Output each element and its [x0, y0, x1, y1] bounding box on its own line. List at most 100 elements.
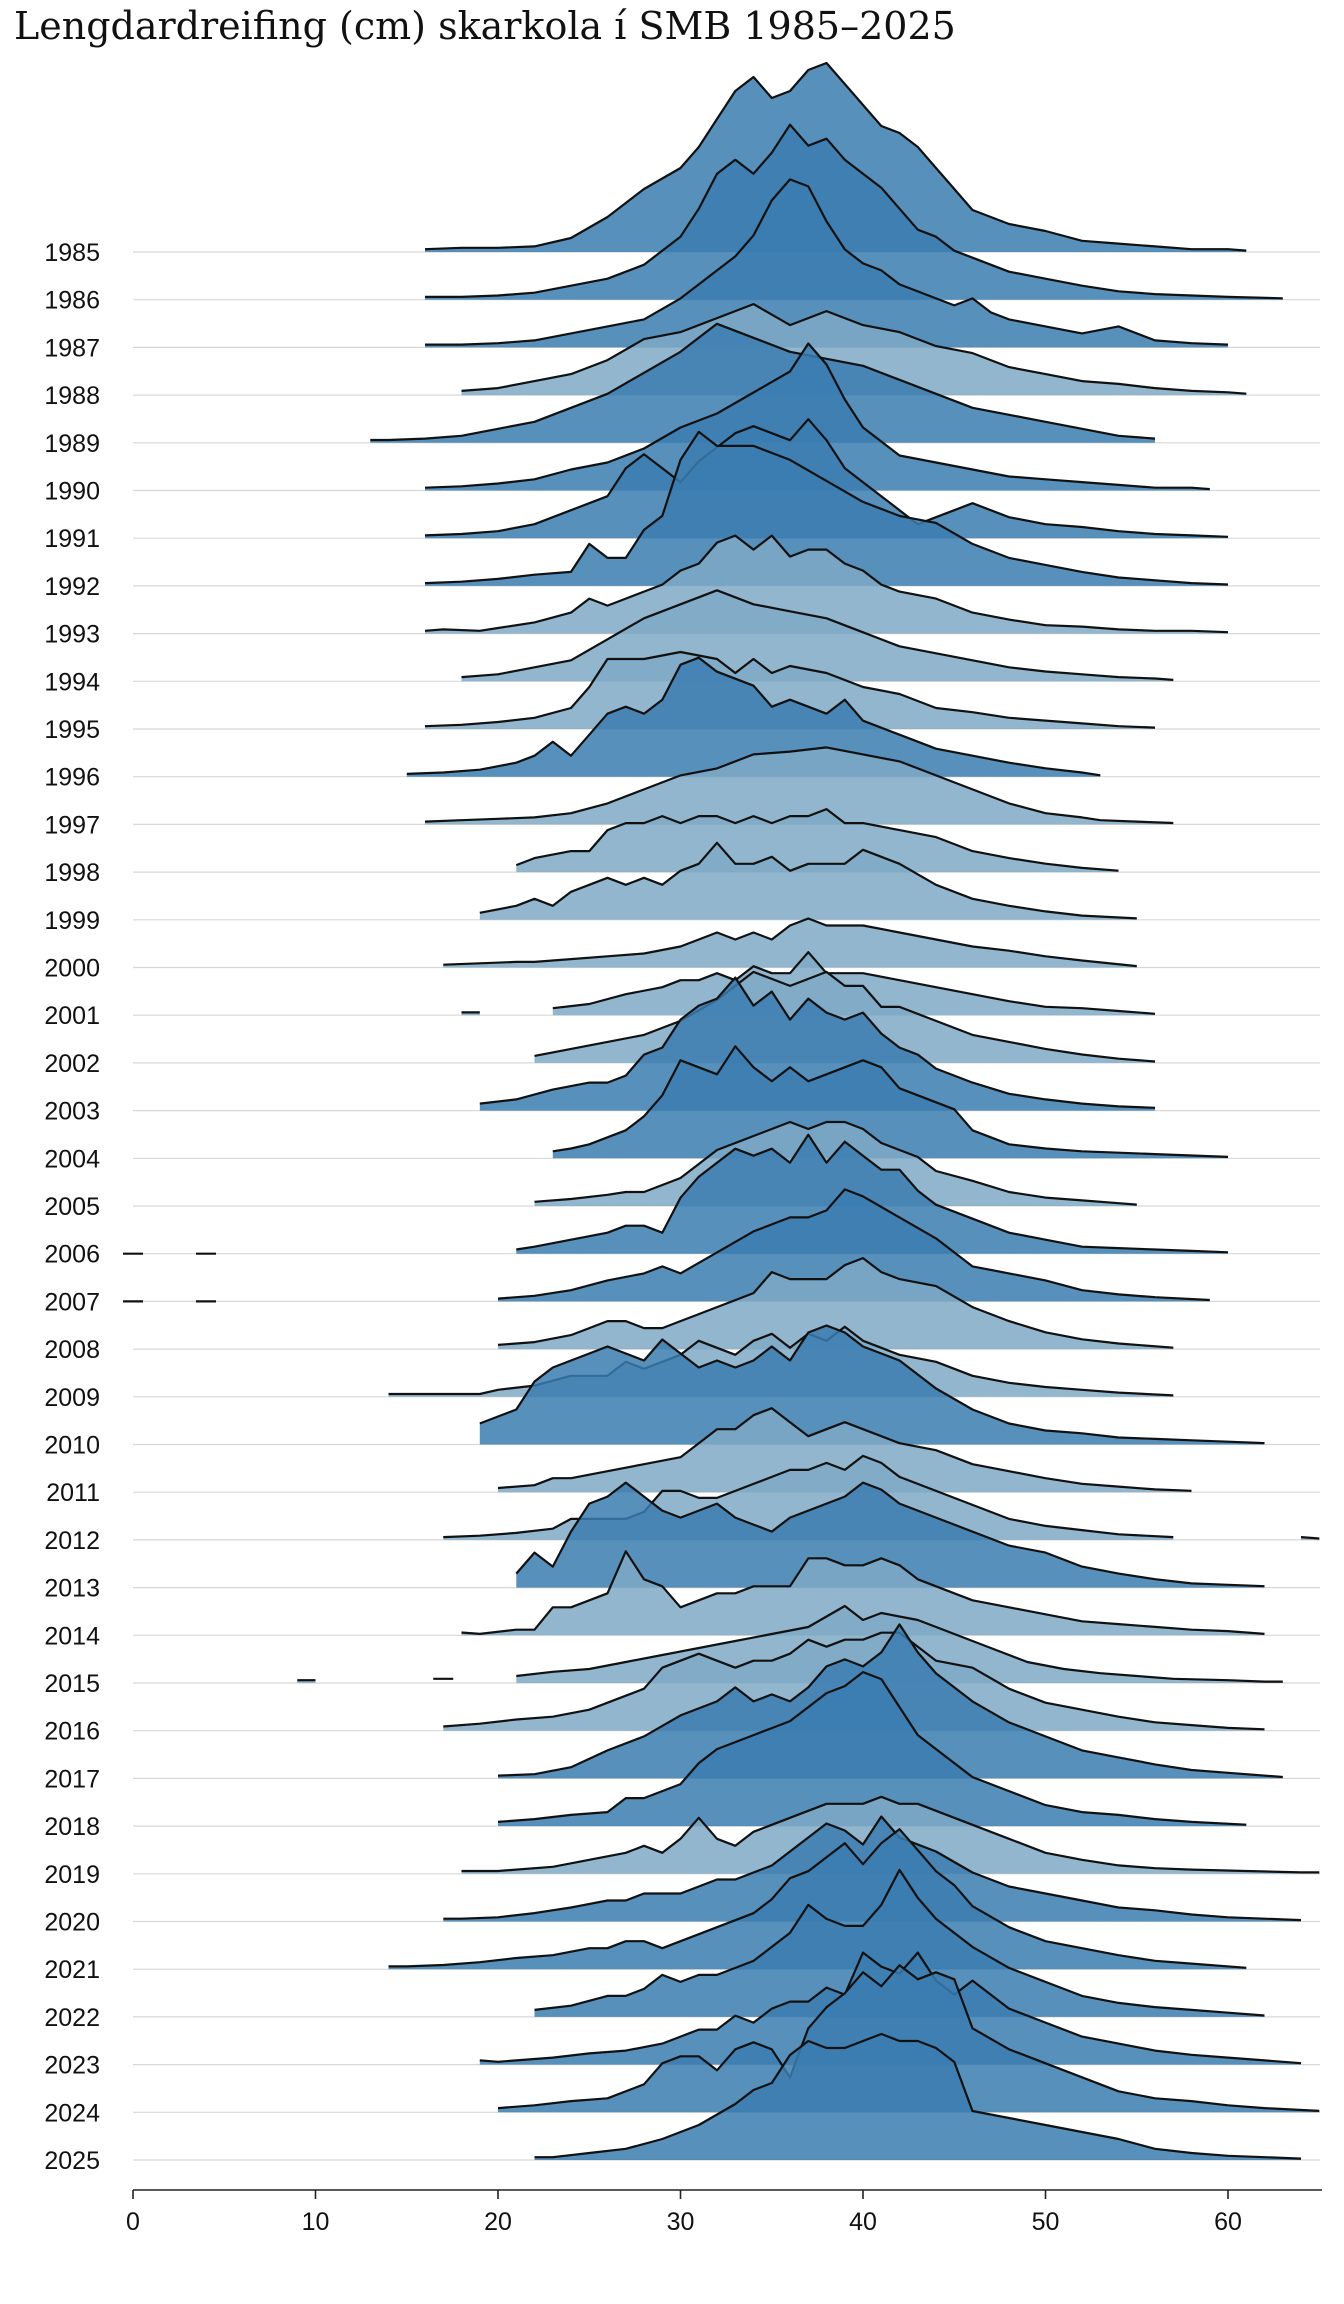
- ridge-line-2020-0: [443, 1815, 1302, 1922]
- ridge-line-2011-0: [497, 1407, 1192, 1492]
- year-label-2007: 2007: [44, 1288, 100, 1316]
- ridge-line-2023-0: [479, 1951, 1302, 2065]
- ridge-area-2003-0: [479, 977, 1155, 1111]
- year-label-2006: 2006: [44, 1241, 100, 1269]
- ridge-line-1990-0: [424, 342, 1210, 491]
- ridge-area-2013-0: [516, 1482, 1265, 1588]
- ridge-line-2024-0: [497, 1964, 1320, 2112]
- ridge-2013: [515, 1481, 1265, 1588]
- ridge-1987: [425, 178, 1229, 348]
- ridge-line-1998-0: [515, 808, 1119, 872]
- year-label-2010: 2010: [44, 1432, 100, 1460]
- x-axis: 0 10 20 30 40 50 60: [126, 2189, 1322, 2236]
- ridge-line-1994-0: [461, 589, 1174, 681]
- ridge-area-1993-0: [425, 535, 1228, 634]
- year-label-1998: 1998: [44, 859, 100, 887]
- ridge-line-2013-0: [515, 1481, 1265, 1588]
- ridge-2003: [479, 976, 1156, 1111]
- ridge-area-1990-0: [425, 343, 1210, 491]
- ridge-line-2010-0: [479, 1324, 1265, 1445]
- ridge-line-1999-0: [479, 841, 1137, 920]
- x-tick-label-50: 50: [1032, 2208, 1060, 2236]
- year-label-2017: 2017: [44, 1765, 100, 1793]
- x-tick-label-10: 10: [302, 2208, 330, 2236]
- year-label-2012: 2012: [44, 1527, 100, 1555]
- ridge-area-2010-0: [479, 1325, 1265, 1445]
- ridge-line-2016-0: [443, 1631, 1265, 1731]
- year-label-2008: 2008: [44, 1336, 100, 1364]
- ridge-2022: [534, 1868, 1265, 2017]
- year-label-2009: 2009: [44, 1384, 100, 1412]
- ridge-line-2025-0: [534, 2032, 1302, 2160]
- ridge-area-1996-0: [406, 657, 1101, 777]
- year-label-2020: 2020: [44, 1909, 100, 1937]
- ridge-area-2004-0: [552, 1046, 1228, 1159]
- ridge-line-1993-0: [424, 534, 1229, 634]
- ridge-line-1985-0: [424, 61, 1247, 252]
- year-label-2019: 2019: [44, 1861, 100, 1889]
- ridge-line-2022-0: [534, 1868, 1265, 2017]
- ridge-area-2018-0: [498, 1672, 1247, 1827]
- ridge-line-1988-0: [461, 303, 1247, 395]
- chart-title: Lengdardreifing (cm) skarkola í SMB 1985…: [14, 4, 956, 48]
- ridges: [123, 61, 1320, 2160]
- ridge-2018: [497, 1671, 1247, 1827]
- ridge-2011: [497, 1407, 1192, 1493]
- ridge-line-1992-0: [424, 430, 1229, 586]
- ridge-area-2008-0: [498, 1258, 1174, 1350]
- ridge-1998: [515, 808, 1119, 873]
- ridge-1997: [424, 746, 1174, 825]
- ridge-area-2014-0: [461, 1551, 1265, 1636]
- ridge-2001: [461, 951, 1156, 1016]
- year-label-2022: 2022: [44, 2004, 100, 2032]
- ridge-1989: [370, 322, 1156, 443]
- ridge-line-2007-2: [497, 1188, 1210, 1302]
- ridge-1993: [424, 534, 1229, 634]
- year-label-1985: 1985: [44, 239, 100, 267]
- ridge-area-2022-0: [534, 1869, 1265, 2017]
- year-label-2025: 2025: [44, 2147, 100, 2175]
- ridge-1996: [406, 656, 1101, 777]
- ridge-line-2002-0: [534, 970, 1156, 1063]
- year-label-1988: 1988: [44, 382, 100, 410]
- ridge-area-2001-1: [552, 952, 1155, 1016]
- ridge-line-2005-0: [534, 1120, 1137, 1206]
- year-label-1989: 1989: [44, 430, 100, 458]
- ridge-line-2018-0: [497, 1671, 1247, 1826]
- ridge-area-2000-0: [443, 918, 1137, 968]
- ridge-area-1999-0: [479, 842, 1137, 920]
- year-label-1999: 1999: [44, 907, 100, 935]
- year-label-1997: 1997: [44, 811, 100, 839]
- ridge-1999: [479, 841, 1137, 920]
- ridge-line-2003-0: [479, 976, 1156, 1109]
- ridge-2000: [443, 917, 1137, 968]
- ridge-line-2012-1: [1300, 1536, 1320, 1540]
- year-label-2011: 2011: [46, 1479, 100, 1507]
- ridge-2021: [388, 1828, 1247, 1970]
- year-label-2016: 2016: [44, 1718, 100, 1746]
- ridge-2010: [479, 1324, 1265, 1445]
- ridge-line-1996-0: [406, 656, 1101, 777]
- ridge-line-1987-0: [425, 178, 1229, 346]
- ridge-2004: [552, 1045, 1229, 1159]
- ridge-2024: [497, 1964, 1320, 2113]
- ridge-2025: [534, 2032, 1302, 2160]
- ridge-area-1998-0: [516, 809, 1119, 873]
- year-label-2013: 2013: [44, 1575, 100, 1603]
- ridge-area-2007-2: [498, 1189, 1210, 1302]
- ridge-area-1992-0: [425, 431, 1228, 586]
- ridge-2006: [123, 1133, 1229, 1255]
- year-label-1987: 1987: [44, 334, 100, 362]
- ridge-line-2008-0: [497, 1257, 1174, 1349]
- ridge-area-1997-0: [425, 747, 1174, 825]
- year-label-1996: 1996: [44, 764, 100, 792]
- year-label-2021: 2021: [44, 1956, 100, 1984]
- ridge-line-1995-0: [424, 650, 1156, 729]
- year-label-2023: 2023: [44, 2052, 100, 2080]
- year-label-2001: 2001: [44, 1002, 100, 1030]
- x-tick-label-0: 0: [126, 2208, 140, 2236]
- ridge-line-1986-0: [425, 123, 1283, 300]
- x-tick-label-60: 60: [1214, 2208, 1242, 2236]
- ridge-line-2014-0: [461, 1550, 1265, 1635]
- year-label-1986: 1986: [44, 287, 100, 315]
